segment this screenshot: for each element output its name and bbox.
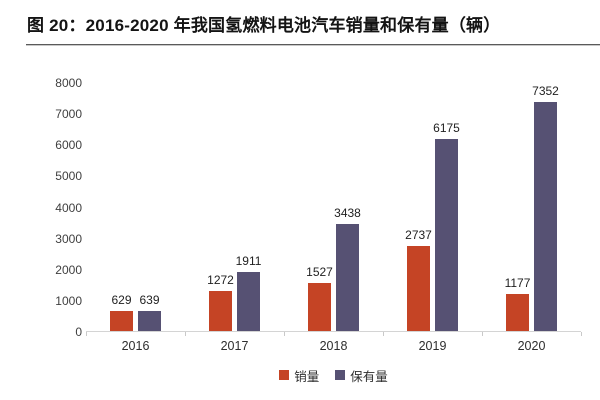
value-label-ownership-2020: 7352 <box>532 84 559 99</box>
value-label-ownership-2017: 1911 <box>235 253 262 268</box>
y-tick-label-7000: 7000 <box>55 107 82 122</box>
value-label-sales-2017: 1272 <box>207 273 234 288</box>
legend-swatch-sales <box>279 370 290 380</box>
legend-label-ownership: 保有量 <box>350 369 388 384</box>
x-axis-tick <box>284 332 285 336</box>
x-axis-labels: 2016 2017 2018 2019 2020 <box>86 339 581 357</box>
legend-label-sales: 销量 <box>294 369 320 384</box>
y-tick-label-8000: 8000 <box>55 76 82 90</box>
figure-title: 图 20：2016-2020 年我国氢燃料电池汽车销量和保有量（辆） <box>27 16 501 35</box>
value-label-sales-2019: 2737 <box>405 227 432 242</box>
y-tick-label-1000: 1000 <box>55 293 82 308</box>
y-axis-labels: 0 1000 2000 3000 4000 5000 6000 7000 8000 <box>0 76 82 339</box>
legend-item-sales: 销量 <box>279 366 319 385</box>
y-tick-label-6000: 6000 <box>55 138 82 153</box>
x-tick-label-2019: 2019 <box>418 339 447 353</box>
value-label-ownership-2016: 639 <box>139 293 160 308</box>
y-tick-label-5000: 5000 <box>55 169 82 184</box>
bar-ownership-2016 <box>138 311 161 331</box>
legend-item-ownership: 保有量 <box>335 366 388 385</box>
bar-ownership-2019 <box>435 138 458 331</box>
value-label-sales-2018: 1527 <box>306 265 333 280</box>
legend-swatch-ownership <box>335 370 346 380</box>
value-label-sales-2020: 1177 <box>504 276 531 291</box>
bar-sales-2019 <box>407 245 430 331</box>
value-label-ownership-2019: 6175 <box>433 120 460 135</box>
x-axis-tick <box>383 332 384 336</box>
bar-ownership-2017 <box>237 271 260 331</box>
title-divider <box>26 44 600 46</box>
x-tick-label-2018: 2018 <box>319 339 348 353</box>
bar-sales-2020 <box>506 294 529 331</box>
y-tick-label-2000: 2000 <box>55 262 82 277</box>
x-axis-tick <box>185 332 186 336</box>
x-axis-tick <box>482 332 483 336</box>
y-tick-label-3000: 3000 <box>55 231 82 246</box>
bar-sales-2016 <box>110 311 133 331</box>
y-tick-label-4000: 4000 <box>55 200 82 215</box>
value-label-sales-2016: 629 <box>111 293 132 308</box>
value-label-ownership-2018: 3438 <box>334 206 361 220</box>
plot-area: 629 639 1272 1911 1527 3438 2737 6175 1177 7352 <box>86 83 582 336</box>
bar-sales-2018 <box>308 283 331 331</box>
bar-ownership-2020 <box>534 102 557 331</box>
x-tick-label-2017: 2017 <box>220 339 249 353</box>
x-tick-label-2016: 2016 <box>121 339 150 353</box>
x-tick-label-2020: 2020 <box>517 339 546 353</box>
x-axis-tick <box>581 332 582 336</box>
bar-sales-2017 <box>209 291 232 331</box>
x-axis-tick <box>86 332 87 336</box>
y-tick-label-0: 0 <box>75 325 82 339</box>
legend: 销量 保有量 <box>86 366 581 384</box>
bar-ownership-2018 <box>336 224 359 331</box>
